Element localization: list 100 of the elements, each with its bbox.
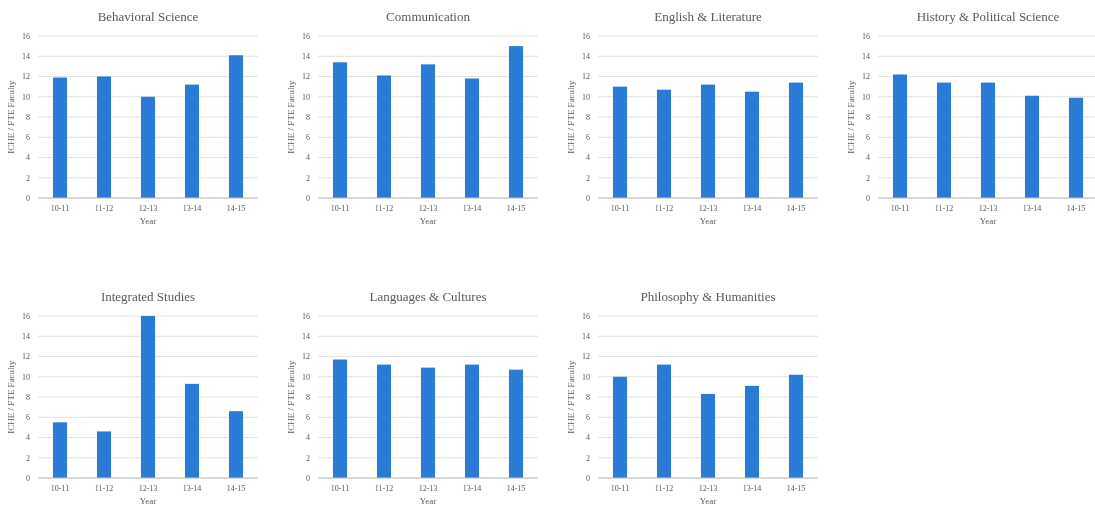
x-tick-label: 12-13 — [138, 484, 158, 493]
chart-title: English & Literature — [654, 9, 763, 24]
y-axis-title: ICHE / FTE Faculty — [6, 359, 16, 434]
y-tick-label: 2 — [586, 173, 590, 183]
bar — [184, 84, 200, 198]
y-tick-label: 2 — [866, 173, 870, 183]
x-tick-label: 12-13 — [978, 204, 998, 213]
x-tick-label: 13-14 — [742, 204, 762, 213]
x-tick-label: 10-11 — [50, 204, 70, 213]
x-tick-label: 13-14 — [462, 204, 482, 213]
y-tick-label: 2 — [306, 453, 310, 463]
y-tick-label: 16 — [862, 31, 870, 41]
y-tick-label: 14 — [862, 52, 870, 62]
bar — [184, 383, 200, 478]
y-tick-label: 10 — [582, 92, 590, 102]
x-tick-label: 13-14 — [182, 484, 202, 493]
y-tick-label: 2 — [26, 173, 30, 183]
x-tick-label: 11-12 — [94, 484, 114, 493]
bar — [892, 74, 908, 198]
y-tick-label: 12 — [582, 72, 590, 82]
y-tick-label: 14 — [582, 52, 590, 62]
x-tick-label: 14-15 — [506, 204, 526, 213]
x-tick-label: 12-13 — [138, 204, 158, 213]
bar — [612, 86, 628, 198]
y-tick-label: 16 — [22, 31, 30, 41]
x-axis-title: Year — [699, 496, 717, 506]
x-axis-title: Year — [419, 496, 437, 506]
y-tick-label: 2 — [306, 173, 310, 183]
x-tick-label: 11-12 — [374, 484, 394, 493]
y-tick-label: 6 — [866, 133, 870, 143]
x-tick-label: 10-11 — [890, 204, 910, 213]
x-tick-label: 11-12 — [654, 484, 674, 493]
x-tick-label: 13-14 — [182, 204, 202, 213]
x-tick-label: 11-12 — [94, 204, 114, 213]
chart-title: Languages & Cultures — [369, 289, 487, 304]
bar — [508, 46, 524, 198]
bar — [96, 431, 112, 478]
chart-title: Philosophy & Humanities — [640, 289, 776, 304]
bar — [744, 385, 760, 478]
y-tick-label: 6 — [26, 413, 30, 423]
y-tick-label: 4 — [306, 153, 310, 163]
x-tick-label: 10-11 — [330, 484, 350, 493]
x-tick-label: 10-11 — [330, 204, 350, 213]
y-tick-label: 14 — [22, 332, 30, 342]
y-tick-label: 0 — [586, 193, 590, 203]
x-tick-label: 13-14 — [462, 484, 482, 493]
bar — [980, 82, 996, 198]
x-tick-label: 12-13 — [418, 484, 438, 493]
x-tick-label: 10-11 — [610, 484, 630, 493]
x-tick-label: 10-11 — [610, 204, 630, 213]
bar — [228, 55, 244, 198]
bar — [612, 376, 628, 478]
y-tick-label: 2 — [26, 453, 30, 463]
chart-title: Behavioral Science — [97, 9, 199, 24]
y-tick-label: 16 — [22, 311, 30, 321]
x-tick-label: 11-12 — [654, 204, 674, 213]
bar — [464, 78, 480, 198]
x-axis-title: Year — [699, 216, 717, 226]
y-tick-label: 12 — [862, 72, 870, 82]
bar — [700, 84, 716, 198]
bar — [96, 76, 112, 198]
y-tick-label: 6 — [306, 133, 310, 143]
chart-title: History & Political Science — [916, 9, 1060, 24]
y-tick-label: 12 — [22, 352, 30, 362]
y-tick-label: 0 — [306, 193, 310, 203]
x-tick-label: 12-13 — [698, 484, 718, 493]
y-tick-label: 14 — [582, 332, 590, 342]
y-tick-label: 6 — [586, 413, 590, 423]
bar — [1024, 95, 1040, 198]
bar — [744, 91, 760, 198]
y-tick-label: 4 — [586, 153, 590, 163]
bar — [700, 393, 716, 478]
x-tick-label: 12-13 — [698, 204, 718, 213]
x-tick-label: 14-15 — [786, 204, 806, 213]
x-tick-label: 11-12 — [934, 204, 954, 213]
bar — [936, 82, 952, 198]
x-axis-title: Year — [979, 216, 997, 226]
y-tick-label: 16 — [302, 31, 310, 41]
y-tick-label: 16 — [302, 311, 310, 321]
y-tick-label: 16 — [582, 31, 590, 41]
y-tick-label: 16 — [582, 311, 590, 321]
y-tick-label: 0 — [26, 193, 30, 203]
y-tick-label: 2 — [586, 453, 590, 463]
y-tick-label: 4 — [306, 433, 310, 443]
y-tick-label: 10 — [302, 92, 310, 102]
x-tick-label: 14-15 — [506, 484, 526, 493]
y-tick-label: 10 — [22, 372, 30, 382]
bar — [788, 82, 804, 198]
y-tick-label: 0 — [866, 193, 870, 203]
y-tick-label: 8 — [306, 112, 310, 122]
chart-title: Integrated Studies — [100, 289, 196, 304]
bar — [376, 75, 392, 198]
y-tick-label: 12 — [582, 352, 590, 362]
y-axis-title: ICHE / FTE Faculty — [6, 79, 16, 154]
y-tick-label: 8 — [26, 112, 30, 122]
x-axis-title: Year — [419, 216, 437, 226]
bar — [140, 96, 156, 198]
y-tick-label: 14 — [22, 52, 30, 62]
x-tick-label: 13-14 — [742, 484, 762, 493]
bar — [656, 364, 672, 478]
